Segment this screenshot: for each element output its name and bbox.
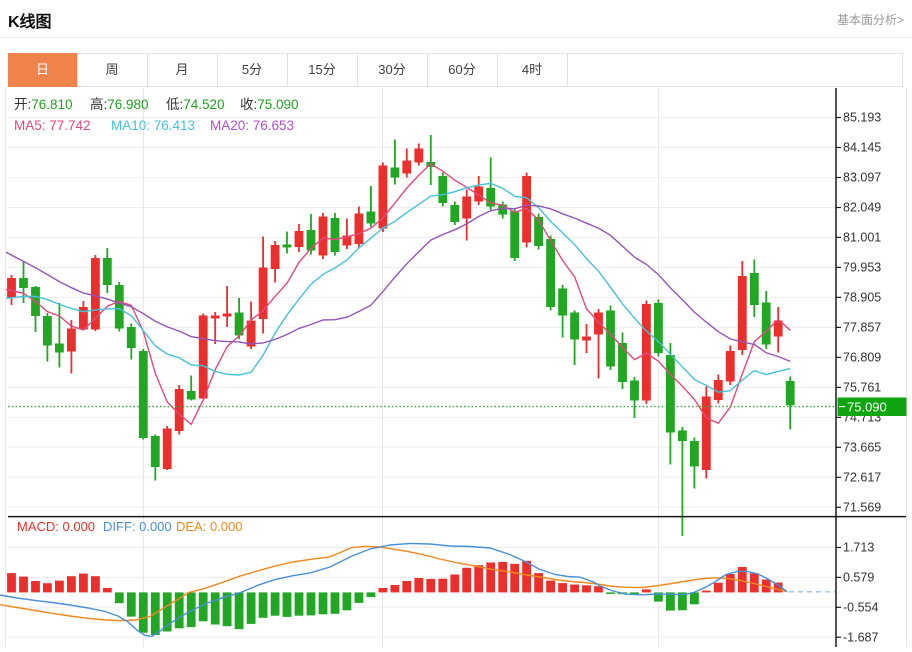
svg-text:71.569: 71.569 [843,501,881,515]
svg-text:83.097: 83.097 [843,171,881,185]
svg-text:84.145: 84.145 [843,141,881,155]
svg-text:-0.554: -0.554 [843,601,878,615]
svg-text:82.049: 82.049 [843,201,881,215]
svg-text:0.579: 0.579 [843,571,874,585]
svg-text:73.665: 73.665 [843,441,881,455]
svg-text:-1.687: -1.687 [843,630,878,644]
svg-text:72.617: 72.617 [843,471,881,485]
svg-text:75.090: 75.090 [847,399,887,414]
svg-text:81.001: 81.001 [843,231,881,245]
svg-text:76.809: 76.809 [843,351,881,365]
svg-text:78.905: 78.905 [843,291,881,305]
svg-text:85.193: 85.193 [843,111,881,125]
svg-text:77.857: 77.857 [843,321,881,335]
svg-text:1.713: 1.713 [843,541,874,555]
svg-text:75.761: 75.761 [843,381,881,395]
svg-text:79.953: 79.953 [843,261,881,275]
